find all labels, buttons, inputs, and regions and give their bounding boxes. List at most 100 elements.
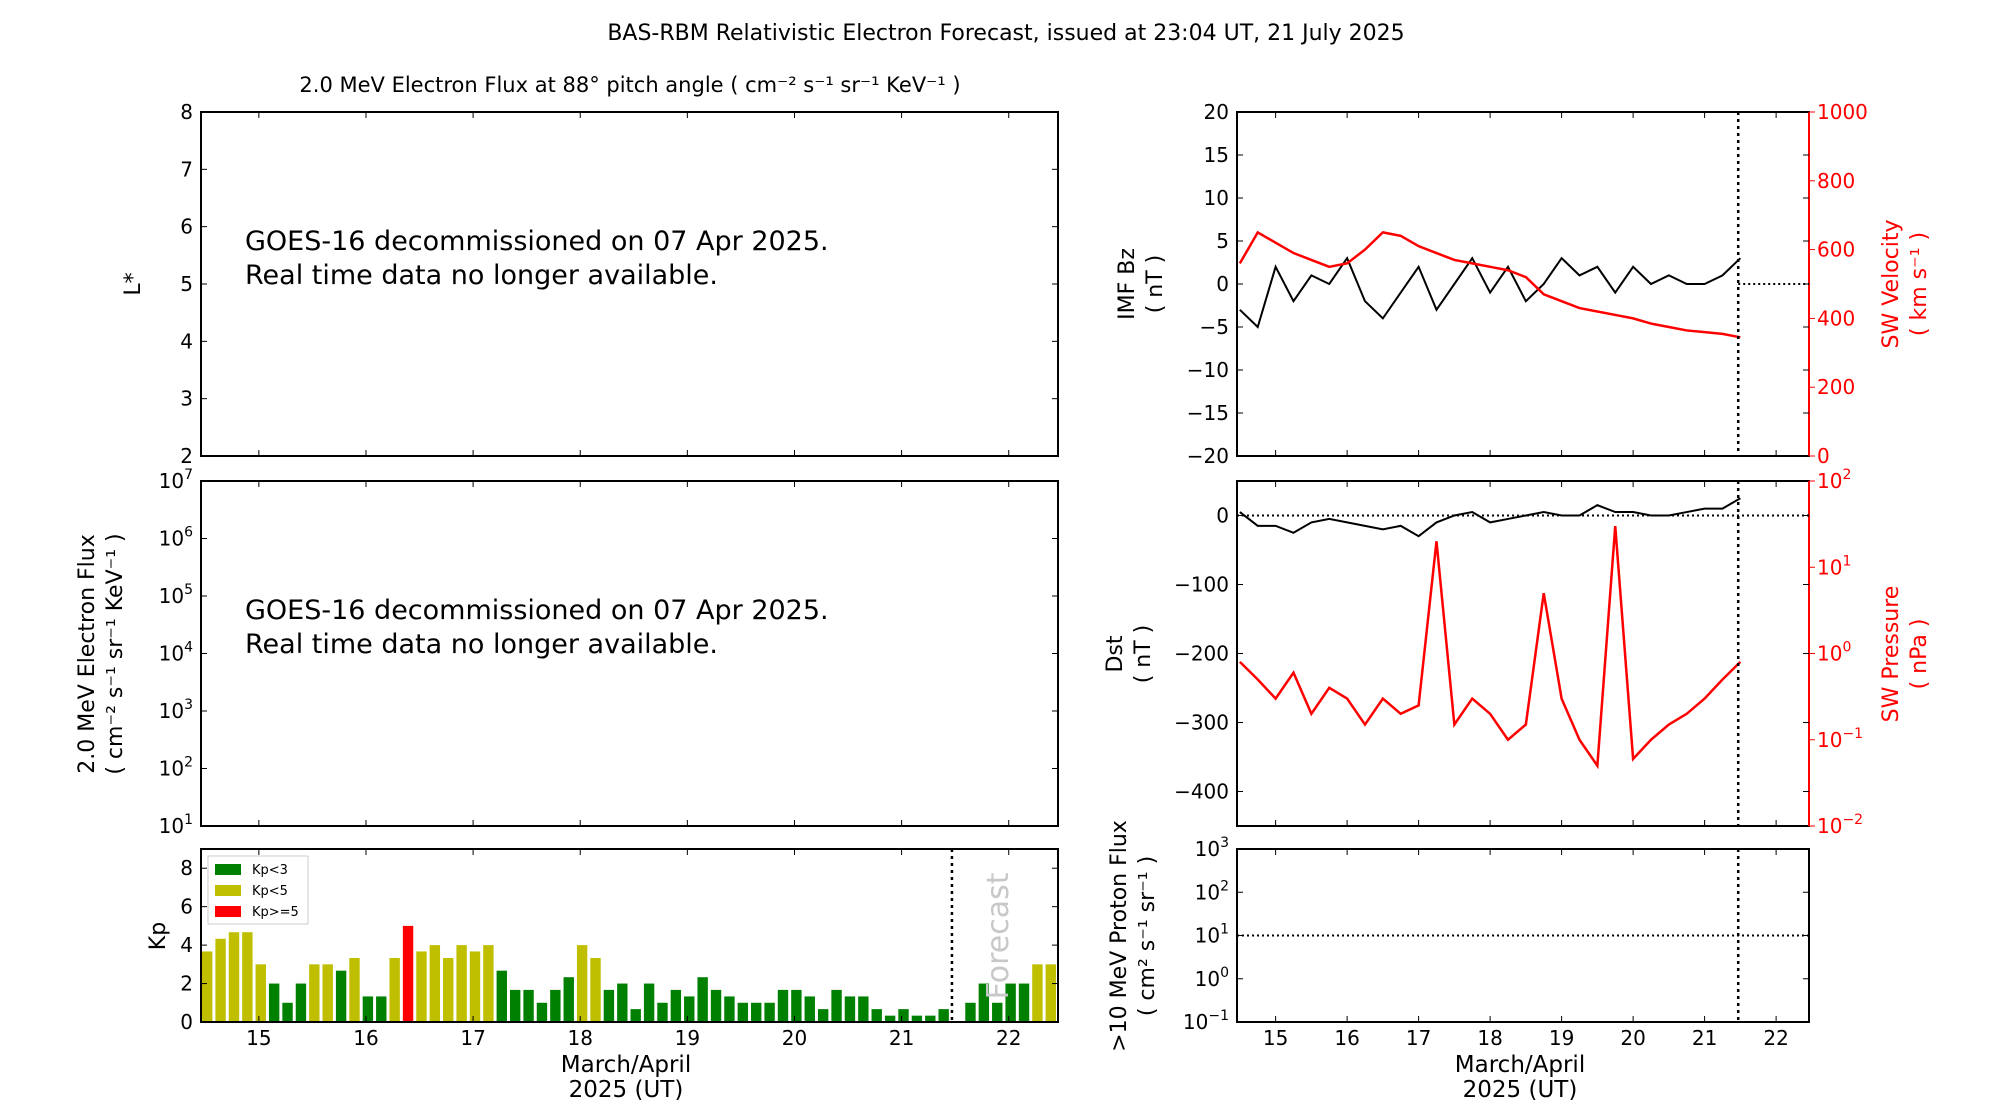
dst-ylabel: Dst( nT )	[1103, 625, 1156, 684]
kp-bar	[443, 957, 454, 1022]
notice-line1: GOES-16 decommissioned on 07 Apr 2025.	[245, 226, 829, 257]
x-tick-label: 15	[1263, 1026, 1288, 1050]
y-tick-label: 2	[180, 444, 193, 468]
lstar-ylabel: L*	[121, 272, 146, 295]
y-tick-label: 6	[180, 895, 193, 919]
lstar-ylabel: L*	[121, 272, 146, 295]
kp-bar	[938, 1009, 949, 1022]
kp-bar	[737, 1002, 749, 1022]
x-axis-year-left: 2025 (UT)	[569, 1077, 684, 1100]
kp-bar	[670, 989, 682, 1022]
y-tick-label: 4	[180, 329, 193, 353]
y2-tick-label: 102	[1817, 467, 1851, 493]
kp-bar	[697, 977, 708, 1022]
kp-forecast-bar	[965, 1002, 976, 1022]
kp-bar	[335, 970, 347, 1022]
y-tick-label: 4	[180, 933, 193, 957]
legend-label: Kp<5	[252, 884, 288, 899]
kp-bar	[429, 945, 441, 1022]
y-tick-label: 102	[159, 755, 193, 781]
flux-ylabel-line2: ( cm⁻² s⁻¹ sr⁻¹ KeV⁻¹ )	[103, 533, 128, 774]
legend-label: Kp<3	[252, 863, 288, 878]
y-tick-label: 103	[159, 697, 193, 723]
x-tick-label: 20	[782, 1026, 807, 1050]
x-tick-label: 19	[1549, 1026, 1574, 1050]
kp-bar	[925, 1015, 936, 1022]
kp-bar	[456, 945, 467, 1022]
y-tick-label: 8	[180, 100, 193, 124]
kp-bar	[590, 957, 601, 1022]
legend-swatch	[215, 885, 241, 896]
y-tick-label: −20	[1187, 444, 1229, 468]
kp-forecast-bar	[1032, 964, 1043, 1022]
kp-forecast-bar	[1005, 983, 1016, 1022]
y-tick-label: 2	[180, 972, 193, 996]
notice-line2: Real time data no longer available.	[245, 629, 718, 660]
y-tick-label: 103	[1195, 835, 1229, 861]
notice-line2: Real time data no longer available.	[245, 260, 718, 291]
kp-bar	[376, 996, 387, 1022]
y-tick-label: 101	[159, 812, 193, 838]
kp-bar	[282, 1002, 293, 1022]
y2-tick-label: 0	[1817, 444, 1830, 468]
y-tick-label: 8	[180, 856, 193, 880]
dst-ylabel-line2: ( nT )	[1131, 625, 1156, 684]
y-tick-label: 107	[159, 467, 193, 493]
x-tick-label: 22	[1763, 1026, 1788, 1050]
flux-ylabel: 2.0 MeV Electron Flux( cm⁻² s⁻¹ sr⁻¹ KeV…	[75, 533, 128, 774]
kp-bar	[483, 945, 494, 1022]
y-tick-label: 0	[1216, 272, 1229, 296]
kp-bar	[242, 932, 253, 1022]
imf-bz-line	[1239, 256, 1742, 329]
kp-bar	[657, 1002, 668, 1022]
imf-panel	[1236, 111, 1810, 457]
proton-ylabel-line2: ( cm² s⁻¹ sr⁻¹ )	[1135, 856, 1160, 1016]
x-tick-label: 16	[1334, 1026, 1359, 1050]
kp-bar	[550, 989, 561, 1022]
left-subtitle: 2.0 MeV Electron Flux at 88° pitch angle…	[299, 73, 960, 97]
y-tick-label: −100	[1174, 573, 1229, 597]
kp-bar	[496, 970, 507, 1022]
kp-bar	[416, 951, 427, 1022]
kp-bar	[309, 964, 320, 1022]
y-tick-label: 0	[180, 1010, 193, 1034]
x-tick-label: 18	[567, 1026, 592, 1050]
sw-velocity-line	[1238, 230, 1741, 339]
y-tick-label: 20	[1204, 100, 1229, 124]
y-tick-label: 10−1	[1183, 1008, 1229, 1034]
kp-bar	[898, 1009, 909, 1022]
y-tick-label: 102	[1195, 878, 1229, 904]
kp-bar	[255, 964, 266, 1022]
figure-title: BAS-RBM Relativistic Electron Forecast, …	[607, 21, 1404, 46]
y-tick-label: 106	[159, 525, 193, 551]
y-tick-label: 6	[180, 215, 193, 239]
x-tick-label: 21	[1692, 1026, 1717, 1050]
y-tick-label: 15	[1204, 143, 1229, 167]
y-tick-label: −10	[1187, 358, 1229, 382]
flux-ylabel-line1: 2.0 MeV Electron Flux	[75, 534, 100, 774]
kp-bar	[509, 989, 521, 1022]
y2-tick-label: 200	[1817, 375, 1855, 399]
x-tick-label: 17	[460, 1026, 485, 1050]
kp-forecast-bar	[1018, 983, 1030, 1022]
kp-bar	[617, 983, 628, 1022]
y-tick-label: 100	[1195, 965, 1229, 991]
y-tick-label: 5	[180, 272, 193, 296]
kp-bar	[202, 951, 213, 1022]
kp-bar	[536, 1002, 548, 1022]
proton-ylabel: >10 MeV Proton Flux( cm² s⁻¹ sr⁻¹ )	[1107, 820, 1160, 1052]
kp-bar	[777, 989, 789, 1022]
kp-ylabel: Kp	[146, 922, 171, 950]
y-tick-label: −300	[1174, 711, 1229, 735]
kp-bar	[764, 1002, 775, 1022]
y-tick-label: 0	[1216, 504, 1229, 528]
kp-bar	[643, 983, 655, 1022]
sw-pressure-line	[1238, 526, 1742, 770]
y2-tick-label: 10−2	[1817, 812, 1863, 838]
y-tick-label: −5	[1200, 315, 1229, 339]
kp-bar	[831, 989, 842, 1022]
y-tick-label: −200	[1174, 642, 1229, 666]
kp-bar	[724, 996, 735, 1022]
x-tick-label: 15	[246, 1026, 271, 1050]
